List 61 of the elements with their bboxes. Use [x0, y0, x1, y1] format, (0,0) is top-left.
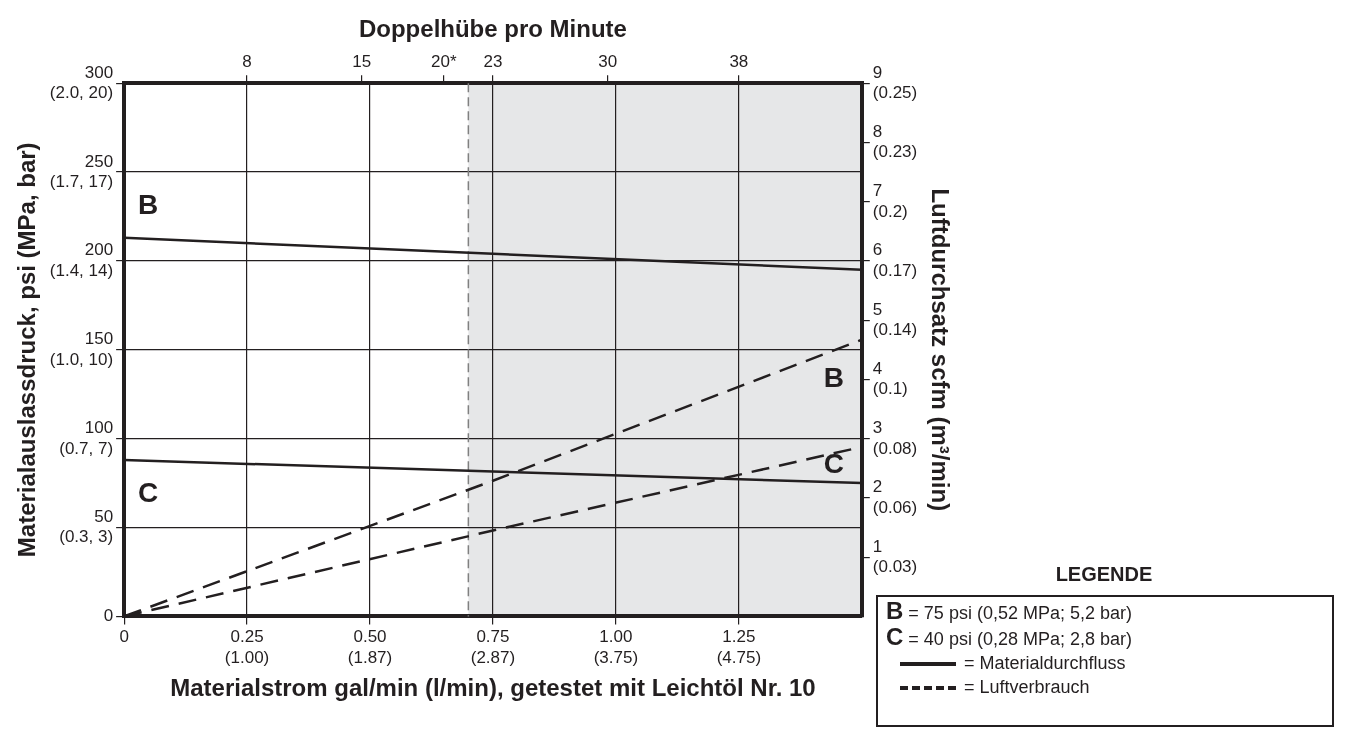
y2-tick-label: 3 [872, 418, 883, 438]
text: (0.2) [872, 201, 908, 221]
x-tick-label: 1.25 [722, 627, 756, 647]
y-tick-label: 250 [84, 151, 114, 171]
text: (0.3, 3) [59, 527, 114, 547]
text: (0.17) [872, 260, 918, 280]
x2-tick-label: 20* [431, 51, 457, 71]
text: (0.03) [872, 557, 918, 577]
text: (0.25) [872, 83, 918, 103]
y-tick-label: 50 [94, 507, 114, 527]
text: = Luftverbrauch [964, 677, 1090, 697]
x2-tick-label: 8 [242, 51, 252, 71]
text: (1.00) [224, 647, 270, 667]
x2-tick-label: 23 [483, 51, 503, 71]
x2-tick-label: 38 [729, 51, 749, 71]
text: (0.14) [872, 320, 918, 340]
y-tick-label: 150 [84, 329, 114, 349]
y2-axis-title: Luftdurchsatz scfm (m³/min) [926, 188, 954, 512]
y2-tick-label: 7 [872, 181, 883, 201]
text: (1.7, 17) [49, 171, 114, 191]
y-tick-label: 100 [84, 418, 114, 438]
text: (4.75) [716, 647, 762, 667]
text: (1.0, 10) [49, 349, 114, 369]
annotation: C [137, 476, 159, 508]
text: (0.1) [872, 379, 908, 399]
y2-tick-label: 5 [872, 299, 883, 319]
x-axis-title: Materialstrom gal/min (l/min), getestet mit Leichtöl Nr. 10 [170, 674, 816, 702]
text: C = 40 psi (0,28 MPa; 2,8 bar) [886, 623, 1132, 650]
text: (0.08) [872, 438, 918, 458]
x-tick-label: 0 [119, 627, 129, 647]
y-tick-label: 200 [84, 240, 114, 260]
y2-tick-label: 2 [872, 477, 883, 497]
x2-axis-title: Doppelhübe pro Minute [358, 15, 627, 43]
x2-tick-label: 30 [598, 51, 618, 71]
x-tick-label: 0.25 [230, 627, 264, 647]
y2-tick-label: 6 [872, 240, 883, 260]
text: (0.7, 7) [59, 438, 114, 458]
annotation: B [823, 362, 844, 394]
y2-tick-label: 8 [872, 121, 883, 141]
text: (2.87) [470, 647, 516, 667]
annotation: B [137, 188, 159, 220]
y2-tick-label: 4 [872, 358, 883, 378]
text: (1.87) [347, 647, 393, 667]
text: LEGENDE [1055, 563, 1153, 585]
x-tick-label: 0.50 [353, 627, 387, 647]
text: (2.0, 20) [49, 83, 114, 103]
y-tick-label: 0 [103, 606, 114, 626]
x-tick-label: 1.00 [599, 627, 633, 647]
text: (0.23) [872, 142, 918, 162]
text: (3.75) [593, 647, 639, 667]
x-tick-label: 0.75 [476, 627, 510, 647]
y2-tick-label: 1 [872, 536, 883, 556]
text: = Materialdurchfluss [964, 653, 1126, 673]
text: B = 75 psi (0,52 MPa; 5,2 bar) [886, 597, 1132, 624]
text: (1.4, 14) [49, 260, 114, 280]
y-axis-title: Materialauslassdruck, psi (MPa, bar) [13, 142, 41, 558]
annotation: C [823, 447, 844, 479]
text: (0.06) [872, 497, 918, 517]
x2-tick-label: 15 [352, 51, 372, 71]
y2-tick-label: 9 [872, 62, 883, 82]
y-tick-label: 300 [84, 62, 114, 82]
